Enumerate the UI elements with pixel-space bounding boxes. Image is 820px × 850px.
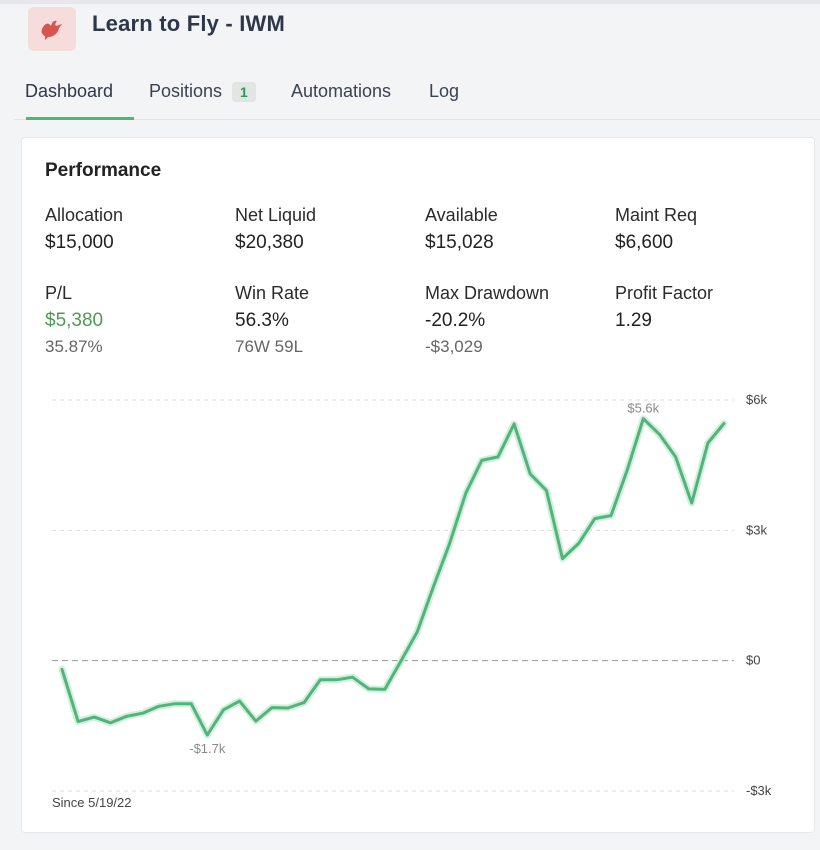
stat-label: Allocation [45,205,124,225]
stat-value: $6,600 [615,232,674,253]
stat-label: P/L [45,283,73,303]
stat-allocation: Allocation $15,000 [45,204,225,255]
stat-value: -20.2% [425,310,486,331]
tab-bar: Dashboard Positions 1 Automations Log [14,64,820,120]
tab-log[interactable]: Log [429,64,459,119]
stat-value: $15,000 [45,232,114,253]
tab-positions[interactable]: Positions 1 [149,64,256,119]
app-logo[interactable] [28,7,76,51]
since-date: Since 5/19/22 [52,795,132,810]
window-top-strip [0,0,820,4]
tab-log-label: Log [429,81,460,101]
series-line [60,417,726,737]
positions-count-badge: 1 [232,81,256,102]
tab-positions-label: Positions [149,81,223,101]
max-value-label: $5.6k [627,401,659,416]
stat-max-drawdown: Max Drawdown -20.2% -$3,029 [425,282,605,358]
y-tick-label: $3k [746,522,767,537]
stat-label: Profit Factor [615,283,714,303]
tab-dashboard[interactable]: Dashboard [25,64,134,120]
stat-label: Win Rate [235,283,310,303]
y-tick-label: -$3k [746,783,772,798]
stat-value: $20,380 [235,232,304,253]
bird-icon [41,20,62,40]
stat-sub: 76W 59L [235,337,304,356]
stat-available: Available $15,028 [425,204,605,255]
active-tab-underline [26,117,134,120]
tab-automations[interactable]: Automations [291,64,391,119]
stat-label: Maint Req [615,205,698,225]
stat-pl: P/L $5,380 35.87% [45,282,225,358]
y-tick-label: $0 [746,653,760,668]
stat-sub: 35.87% [45,337,103,356]
performance-title: Performance [45,160,162,181]
stat-value: 56.3% [235,310,289,331]
app-title: Learn to Fly - IWM [92,11,286,36]
min-value-label: -$1.7k [189,741,226,756]
stat-maint-req: Maint Req $6,600 [615,204,795,255]
tab-automations-label: Automations [291,81,392,101]
series-line-glow [58,415,728,739]
stat-net-liquid: Net Liquid $20,380 [235,204,415,255]
stat-profit-factor: Profit Factor 1.29 [615,282,795,333]
stat-value: $5,380 [45,310,104,331]
stat-value: $15,028 [425,232,494,253]
stat-value: 1.29 [615,310,652,331]
app-header: Learn to Fly - IWM [14,4,820,65]
stat-label: Available [425,205,498,225]
performance-chart[interactable]: $6k $3k $0 -$3k $5.6k -$1.7k [22,378,814,818]
tab-dashboard-label: Dashboard [25,81,114,101]
y-tick-label: $6k [746,392,767,407]
stat-label: Max Drawdown [425,283,550,303]
stat-sub: -$3,029 [425,337,483,356]
stat-label: Net Liquid [235,205,317,225]
stat-win-rate: Win Rate 56.3% 76W 59L [235,282,415,358]
performance-card: Performance Allocation $15,000 Net Liqui… [22,138,814,832]
